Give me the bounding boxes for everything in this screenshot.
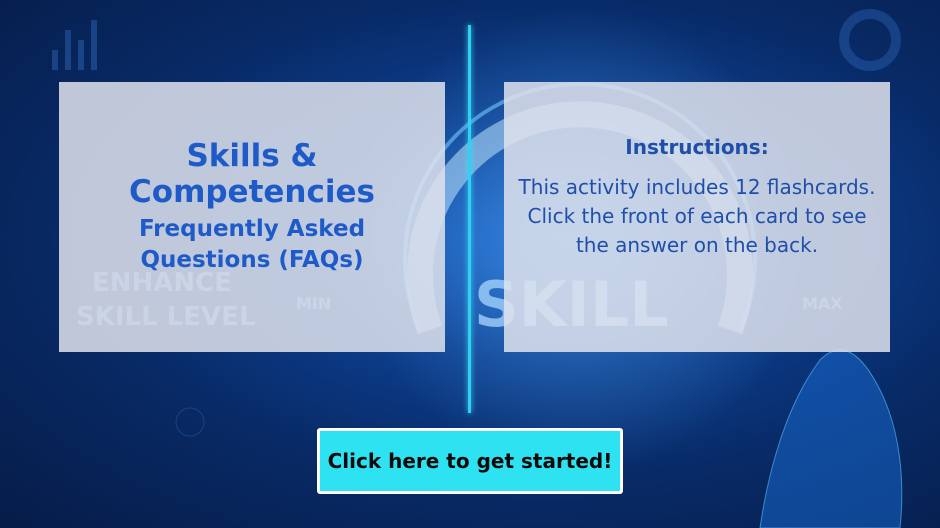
title-panel: Skills & Competencies Frequently Asked Q… [59, 82, 445, 352]
divider [468, 25, 471, 413]
start-button[interactable]: Click here to get started! [317, 428, 623, 494]
subtitle: Frequently Asked Questions (FAQs) [138, 216, 366, 273]
instructions-panel: Instructions: This activity includes 12 … [504, 82, 890, 352]
title: Skills & Competencies [129, 138, 375, 210]
instructions-heading: Instructions: [625, 134, 769, 159]
instructions-body: This activity includes 12 flashcards. Cl… [518, 174, 876, 257]
